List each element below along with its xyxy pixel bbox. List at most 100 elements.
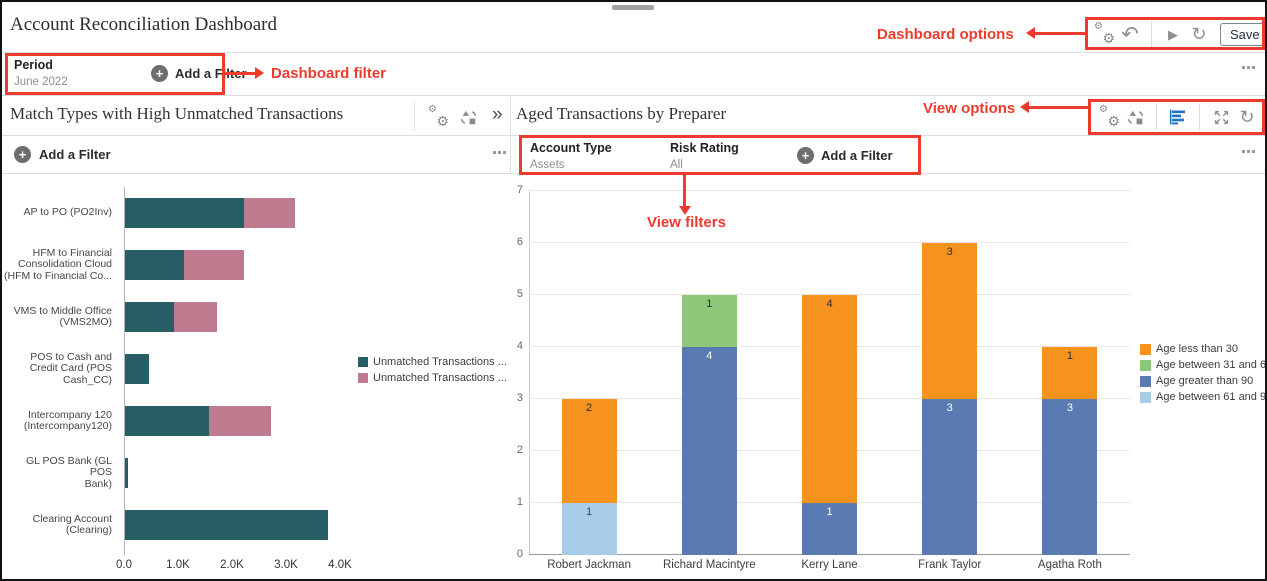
refresh-icon[interactable]: ↻ [1191,24,1207,44]
dashboard-filter-value[interactable]: June 2022 [14,76,68,88]
view-gear-icon[interactable]: ⚙ ⚙ [1099,104,1120,129]
segment-value-label: 3 [946,246,953,258]
bar-segment[interactable]: 3 [922,399,978,555]
save-button[interactable]: Save [1220,22,1265,46]
left-chart-row: GL POS Bank (GL POS Bank) [2,447,510,499]
category-label: AP to PO (PO2Inv) [23,206,112,219]
y-tick-label: 6 [516,236,523,248]
y-tick-label: 7 [516,184,523,196]
bar-segment[interactable] [208,406,271,436]
run-icon[interactable]: ▶ [1168,26,1178,42]
bar-segment[interactable] [125,250,185,280]
horizontal-bar-chart-icon[interactable] [1165,104,1191,130]
left-panel-more-icon[interactable] [493,151,506,154]
filter-bar-more-icon[interactable] [1242,66,1255,69]
annotation-arrow [1035,32,1085,35]
legend-label: Age between 31 and 60 [1156,359,1267,371]
segment-value-label: 1 [706,298,713,310]
stacked-bar[interactable] [125,510,328,540]
bar-segment[interactable]: 1 [1042,347,1098,399]
toolbar-divider [1151,21,1152,47]
bar-segment[interactable]: 1 [802,503,857,555]
view-refresh-icon[interactable]: ↻ [1239,107,1255,127]
dashboard-filter-name[interactable]: Period [14,58,53,72]
category-label: POS to Cash and Credit Card (POS Cash_CC) [29,350,112,386]
risk-rating-filter-value[interactable]: All [670,159,683,171]
annotation-arrow [225,72,255,75]
x-category-label: Robert Jackman [547,559,631,571]
legend-swatch [1140,359,1151,371]
legend-item: Unmatched Transactions ... [358,356,507,368]
segment-value-label: 4 [706,350,713,362]
view-chart-type-icon[interactable] [1122,104,1148,130]
bar-segment[interactable]: 3 [922,243,978,399]
x-tick-label: 1.0K [166,559,190,571]
left-add-filter[interactable]: + Add a Filter [14,146,111,163]
bar-segment[interactable] [125,458,128,488]
left-chart-row: Intercompany 120 (Intercompany120) [2,395,510,447]
y-axis-labels: 0 1 2 3 4 5 6 7 [512,184,525,560]
bar-segment[interactable] [173,302,217,332]
stacked-bar[interactable] [125,198,296,228]
view-filters-annotation-label: View filters [647,214,726,231]
dashboard-filter-annotation-label: Dashboard filter [271,65,387,82]
separator [2,135,1265,136]
account-type-filter-name[interactable]: Account Type [530,141,612,155]
annotation-arrowhead [1020,101,1029,113]
drag-handle[interactable] [612,5,654,10]
collapse-chevron-icon[interactable]: » [492,104,503,125]
account-type-filter-value[interactable]: Assets [530,159,565,171]
stacked-bar[interactable] [125,250,244,280]
bar-segment[interactable]: 4 [802,295,857,503]
bar-segment[interactable]: 4 [681,347,737,555]
right-add-filter[interactable]: + Add a Filter [797,147,893,164]
gridline [529,294,1130,295]
plus-circle-icon: + [797,147,814,164]
bar-segment[interactable] [125,198,244,228]
legend-swatch [358,373,368,383]
left-chart-row: HFM to Financial Consolidation Cloud (HFM … [2,239,510,291]
gridline [529,190,1130,191]
left-view-gear-icon[interactable]: ⚙ ⚙ [428,104,449,129]
left-chart-row: Clearing Account (Clearing) [2,499,510,551]
segment-value-label: 1 [1066,350,1073,362]
stacked-bar[interactable] [125,458,128,488]
bar-segment[interactable] [125,510,328,540]
x-tick-label: 2.0K [220,559,244,571]
bar-segment[interactable]: 3 [1042,399,1098,555]
bar-segment[interactable]: 1 [681,295,737,347]
toolbar-divider [1199,104,1200,130]
stacked-bar[interactable] [125,354,150,384]
legend-item: Age less than 30 [1140,343,1265,355]
left-chart-type-icon[interactable] [455,104,481,130]
stacked-bar[interactable] [125,302,217,332]
x-category-label: Kerry Lane [801,559,858,571]
stacked-bar[interactable] [125,406,271,436]
category-label: Clearing Account (Clearing) [32,512,112,536]
right-panel-more-icon[interactable] [1242,150,1255,153]
bar-segment[interactable] [184,250,244,280]
bar-segment[interactable]: 2 [561,399,617,503]
bar-segment[interactable] [125,406,209,436]
undo-icon[interactable]: ↶ [1121,22,1139,46]
risk-rating-filter-name[interactable]: Risk Rating [670,141,739,155]
bar-segment[interactable] [125,302,174,332]
bar-segment[interactable] [243,198,296,228]
legend-label: Age less than 30 [1156,343,1238,355]
actions-gear-icon[interactable]: ⚙ ⚙ [1091,21,1117,47]
dashboard-add-filter[interactable]: + Add a Filter [151,65,247,82]
bar-segment[interactable] [125,354,150,384]
segment-value-label: 4 [826,298,833,310]
x-tick-label: 0.0 [116,559,132,571]
expand-icon[interactable] [1208,104,1234,130]
gears-icon: ⚙ ⚙ [1094,21,1115,46]
legend-label: Age between 61 and 90 [1156,391,1267,403]
segment-value-label: 3 [946,402,953,414]
bar-segment[interactable]: 1 [561,503,617,555]
